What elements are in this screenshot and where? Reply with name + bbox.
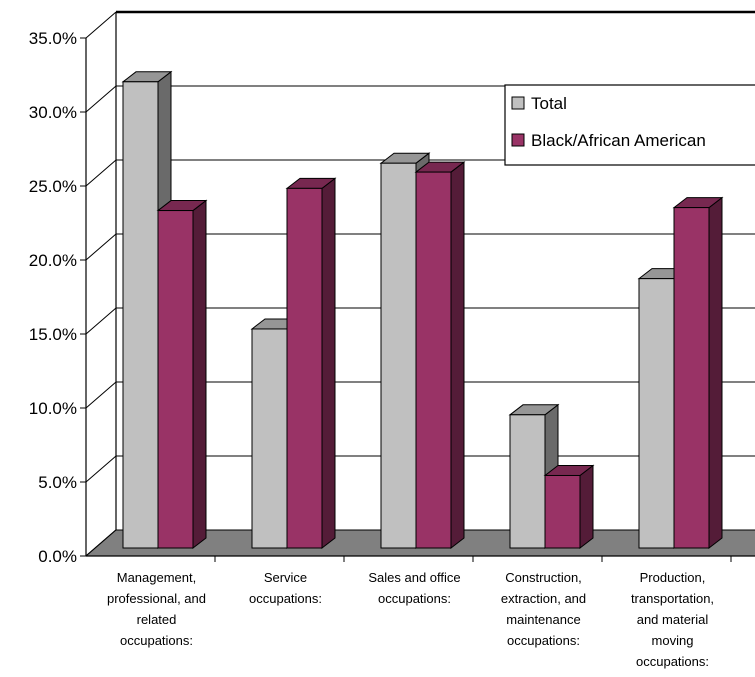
legend-box bbox=[504, 84, 755, 166]
bar-front bbox=[638, 278, 675, 549]
bar-front bbox=[673, 207, 710, 549]
x-category-label: Management, professional, and related occup… bbox=[107, 570, 206, 648]
y-tick-label: 20.0% bbox=[29, 251, 77, 270]
gridline-diagonal bbox=[85, 233, 117, 261]
bar-side bbox=[192, 199, 207, 550]
axis-labels: 0.0% 5.0% 10.0% 15.0% 20.0% 25.0% 30.0% 35.0% Ma… bbox=[29, 29, 714, 669]
bar-black-african-american bbox=[285, 177, 337, 550]
bar-side bbox=[321, 177, 336, 550]
gridline-diagonal bbox=[85, 307, 117, 335]
y-tick-label: 35.0% bbox=[29, 29, 77, 48]
x-category-label: Service occupations: bbox=[249, 570, 322, 606]
bar-front bbox=[544, 474, 581, 549]
bar-side bbox=[708, 196, 723, 550]
legend-swatch-black-african-american bbox=[511, 133, 525, 147]
bars bbox=[121, 70, 724, 550]
legend-label-black-african-american: Black/African American bbox=[531, 131, 706, 150]
bar-black-african-american bbox=[414, 161, 466, 550]
y-tick-label: 5.0% bbox=[38, 473, 77, 492]
y-tick-label: 30.0% bbox=[29, 103, 77, 122]
bar-front bbox=[251, 328, 288, 549]
bar-front bbox=[122, 81, 159, 549]
legend: Total Black/African American bbox=[504, 84, 755, 166]
bar-front bbox=[157, 210, 194, 549]
gridline-diagonal bbox=[85, 381, 117, 409]
y-tick-label: 10.0% bbox=[29, 399, 77, 418]
legend-label-total: Total bbox=[531, 94, 567, 113]
bar-black-african-american bbox=[672, 196, 724, 550]
bar-front bbox=[509, 414, 546, 549]
gridline-diagonal bbox=[85, 159, 117, 187]
back-wall-edge bbox=[85, 12, 117, 557]
gridline-diagonal bbox=[85, 11, 117, 39]
x-category-label: Sales and office occupations: bbox=[368, 570, 460, 606]
axes bbox=[80, 37, 755, 562]
y-tick-label: 15.0% bbox=[29, 325, 77, 344]
bar-front bbox=[380, 162, 417, 549]
y-tick-label: 0.0% bbox=[38, 547, 77, 566]
bar-black-african-american bbox=[156, 199, 208, 550]
bar-front bbox=[286, 187, 323, 549]
bar-side bbox=[579, 464, 594, 550]
x-category-label: Construction, extraction, and maintenance o… bbox=[501, 570, 586, 648]
bar-side bbox=[450, 161, 465, 550]
gridline-diagonal bbox=[85, 85, 117, 113]
gridline-diagonal bbox=[85, 455, 117, 483]
x-category-label: Production, transportation, and material mo… bbox=[631, 570, 714, 669]
bar-black-african-american bbox=[543, 464, 595, 550]
y-tick-label: 25.0% bbox=[29, 177, 77, 196]
bar-front bbox=[415, 171, 452, 549]
legend-swatch-total bbox=[511, 96, 525, 110]
